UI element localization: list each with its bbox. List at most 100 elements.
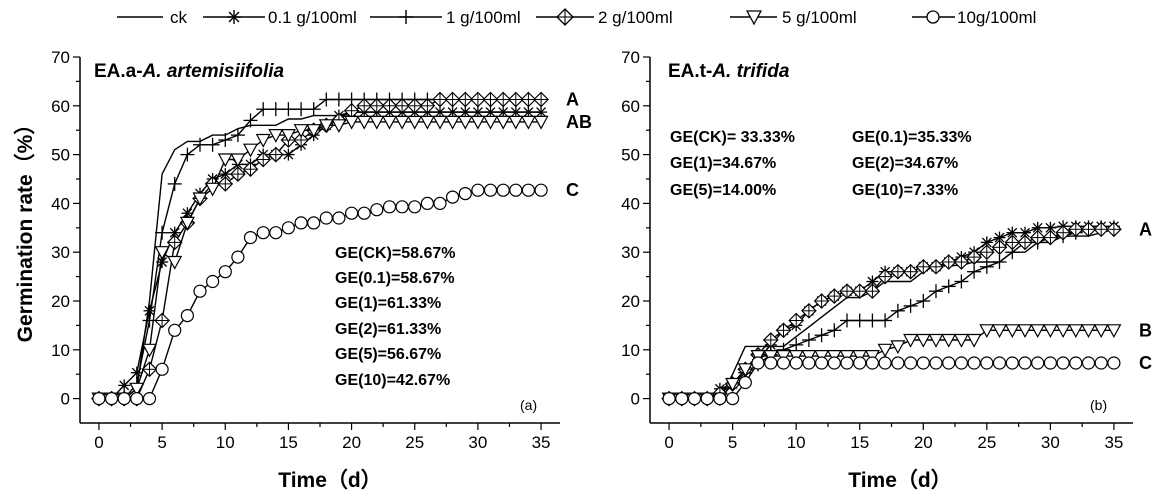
data-point — [306, 124, 322, 138]
data-point — [929, 356, 943, 370]
data-point — [218, 133, 233, 147]
ge-label: GE(0.1)=35.33% — [852, 129, 972, 146]
data-point — [118, 379, 131, 392]
data-point — [802, 356, 816, 370]
x-tick-label: 15 — [850, 433, 869, 452]
data-point — [432, 91, 448, 108]
data-point — [775, 322, 792, 339]
series-circle — [662, 356, 1121, 406]
x-tick-label: 0 — [664, 433, 673, 452]
data-point — [356, 115, 372, 130]
data-point — [916, 356, 930, 370]
data-point — [243, 113, 258, 128]
data-point — [282, 148, 295, 161]
group-label: C — [1139, 353, 1152, 373]
data-point — [877, 343, 893, 358]
data-point — [788, 312, 805, 329]
data-point — [1067, 221, 1084, 238]
data-point — [408, 200, 422, 214]
data-point — [954, 356, 969, 370]
data-point — [980, 356, 994, 370]
data-point — [953, 333, 969, 348]
data-point — [520, 115, 536, 130]
data-point — [293, 124, 309, 138]
data-point — [433, 196, 447, 210]
data-point — [370, 203, 384, 217]
data-point — [877, 268, 893, 285]
y-tick-label: 40 — [51, 194, 70, 213]
data-point — [155, 225, 170, 240]
data-point — [231, 250, 245, 264]
data-point — [268, 102, 283, 117]
data-point — [205, 137, 220, 152]
y-tick-label: 0 — [631, 390, 640, 409]
series-none — [669, 228, 1115, 400]
data-point — [470, 91, 486, 108]
legend-label-0-1: 0.1 g/100ml — [268, 8, 357, 27]
data-point — [979, 324, 995, 339]
data-point — [180, 309, 194, 323]
panel-title: EA.t-A. trifida — [668, 61, 790, 82]
chart-panel-b: Time（d） EA.t-A. trifida GE(CK)= 33.33% G… — [621, 48, 1152, 492]
data-point — [432, 115, 448, 130]
data-point — [890, 303, 905, 318]
data-point — [242, 143, 259, 158]
data-point — [533, 91, 549, 108]
data-point — [1068, 324, 1084, 339]
data-point — [319, 211, 333, 225]
x-tick-label: 15 — [279, 433, 298, 452]
data-point — [267, 146, 284, 163]
data-point — [903, 356, 918, 370]
data-point — [1069, 356, 1083, 370]
data-point — [319, 92, 334, 107]
data-point — [381, 115, 398, 130]
data-point — [929, 284, 943, 299]
data-point — [978, 244, 995, 261]
legend-item-1: 1 g/100ml — [370, 8, 521, 27]
data-point — [851, 283, 868, 300]
data-point — [457, 91, 474, 108]
data-point — [394, 97, 410, 114]
data-point — [129, 382, 145, 397]
data-point — [294, 102, 309, 117]
data-point — [104, 392, 119, 406]
data-point — [840, 313, 854, 328]
series-line — [669, 228, 1115, 400]
data-point — [381, 97, 398, 114]
data-point — [1107, 356, 1121, 370]
data-point — [307, 216, 321, 230]
data-point — [1106, 221, 1122, 238]
data-point — [852, 313, 867, 328]
y-tick-label: 20 — [51, 292, 70, 311]
data-point — [940, 254, 957, 270]
data-point — [446, 190, 460, 204]
data-point — [166, 234, 183, 251]
data-point — [1004, 234, 1021, 251]
data-point — [193, 137, 207, 152]
data-point — [495, 91, 512, 108]
series-diamond — [661, 221, 1122, 407]
data-point — [419, 115, 435, 130]
data-point — [1018, 356, 1032, 370]
x-tick-label: 5 — [728, 433, 737, 452]
data-point — [941, 279, 956, 294]
data-point — [406, 97, 423, 114]
ge-label: GE(10)=7.33% — [852, 182, 958, 199]
data-point — [345, 206, 359, 220]
legend-item-2: 2 g/100ml — [536, 8, 673, 27]
data-point — [217, 176, 234, 192]
data-point — [687, 392, 702, 406]
data-point — [217, 153, 233, 168]
data-point — [230, 128, 245, 143]
series-line — [98, 121, 542, 400]
data-point — [826, 288, 843, 304]
ge-label: GE(5)=56.67% — [335, 346, 441, 363]
data-point — [230, 153, 246, 168]
plus-marker-icon — [399, 10, 413, 24]
data-point — [725, 392, 740, 406]
star-marker-icon — [227, 10, 241, 24]
ge-label: GE(CK)=58.67% — [335, 245, 456, 262]
group-label: A — [1139, 219, 1152, 239]
data-point — [192, 192, 208, 207]
data-point — [154, 246, 170, 260]
